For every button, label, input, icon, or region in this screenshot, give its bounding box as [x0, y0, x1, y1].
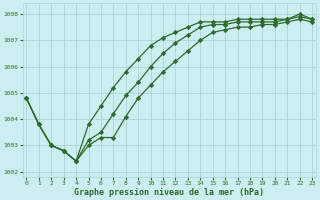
X-axis label: Graphe pression niveau de la mer (hPa): Graphe pression niveau de la mer (hPa) [74, 188, 264, 197]
